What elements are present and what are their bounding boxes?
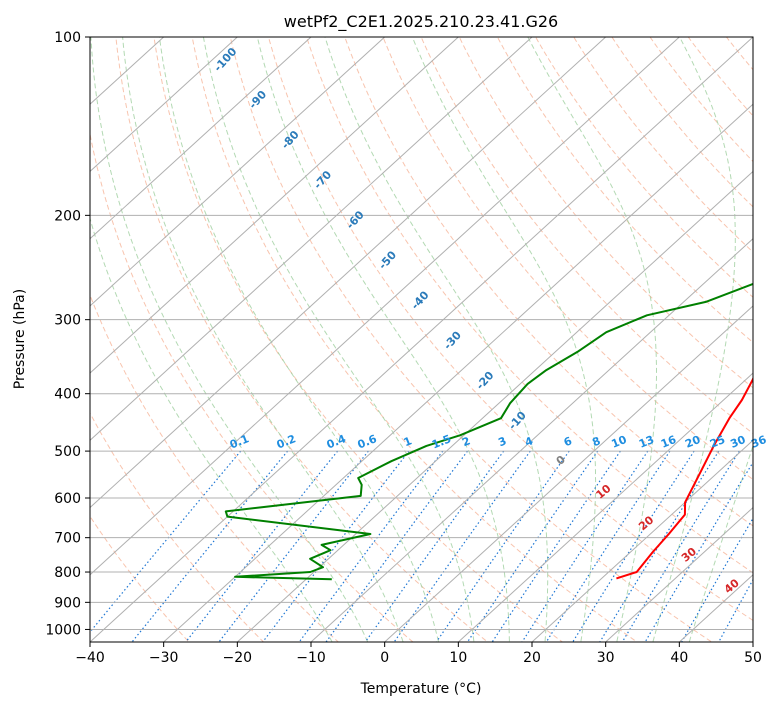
mixing-ratio-line <box>621 450 740 642</box>
isotherm-line <box>383 305 753 642</box>
mixing-ratio-label: 10 <box>610 433 629 451</box>
mixing-ratio-label: 8 <box>590 434 602 449</box>
mixing-ratio-line <box>298 450 444 642</box>
mixing-ratio-label: 2 <box>460 434 472 449</box>
mixing-ratio-line <box>545 450 671 642</box>
moist-adiabat-line <box>158 37 440 642</box>
dry-adiabat-line <box>496 37 753 344</box>
dry-adiabat-line <box>306 37 753 574</box>
isotherm-line <box>90 37 753 642</box>
axis-layer: −40 −30 −20 −10 0 10 20 30 40 50 100 200 300 400 500 60… <box>45 30 762 666</box>
isotherm-line <box>90 37 386 307</box>
plot-frame <box>89 36 754 643</box>
mixing-ratio-line <box>393 450 531 642</box>
mixing-ratio-line <box>325 450 468 642</box>
dry-adiabat-line <box>267 37 753 622</box>
isotherm-line <box>604 506 753 642</box>
dry-adiabat-line <box>90 515 190 642</box>
mixing-ratio-label: 1 <box>402 434 414 449</box>
mixing-ratio-label: 30 <box>728 433 747 451</box>
isotherm-line <box>90 37 681 576</box>
moist-adiabat-line <box>652 37 736 642</box>
mixing-ratio-label: 16 <box>659 433 678 451</box>
moist-adiabat-line <box>688 444 753 642</box>
data-layer <box>224 282 753 581</box>
y-tick-label: 400 <box>54 387 81 403</box>
dry-adiabat-line <box>115 37 489 642</box>
y-tick-label: 600 <box>54 491 81 507</box>
isotherm-line <box>90 37 460 374</box>
mixing-ratio-label: 36 <box>749 433 768 451</box>
dry-adiabat-line <box>458 37 753 389</box>
isotherm-line <box>310 237 753 642</box>
grid-layer <box>90 37 753 642</box>
isotherm-line <box>162 103 753 642</box>
moist-adiabat-line <box>256 37 510 642</box>
y-axis-label: Pressure (hPa) <box>12 289 28 389</box>
x-axis-label: Temperature (°C) <box>360 681 482 697</box>
isotherm-line <box>90 37 239 173</box>
dewpoint-profile-line <box>224 282 753 581</box>
x-tick-label: −30 <box>149 650 179 666</box>
dry-adiabat-line <box>649 37 753 163</box>
dry-adiabat-line <box>344 37 753 527</box>
isotherm-line <box>90 37 533 442</box>
dry-adiabat-line <box>90 412 265 642</box>
dry-adiabat-line <box>191 37 638 642</box>
mixing-ratio-label: 20 <box>683 433 702 451</box>
x-tick-label: 0 <box>380 650 389 666</box>
isotherm-line <box>531 439 753 642</box>
moist-adiabat-line <box>90 37 369 642</box>
y-tick-label: 100 <box>54 30 81 46</box>
chart-title: wetPf2_C2E1.2025.210.23.41.G26 <box>284 12 558 32</box>
moist-adiabat-line <box>122 37 404 642</box>
dry-adiabat-line <box>611 37 753 208</box>
y-tick-label: 200 <box>54 208 81 224</box>
isotherm-line <box>90 37 607 509</box>
mixing-ratio-line <box>491 450 621 642</box>
mixing-ratio-label: 13 <box>637 433 656 451</box>
x-tick-label: −10 <box>296 650 326 666</box>
moist-adiabat-line <box>411 37 597 642</box>
y-tick-label: 700 <box>54 531 81 547</box>
y-tick-label: 300 <box>54 313 81 329</box>
x-tick-label: 40 <box>670 650 688 666</box>
mixing-ratio-label: 25 <box>708 433 727 451</box>
mixing-ratio-line <box>466 450 599 642</box>
temperature-profile-line <box>616 376 753 580</box>
x-tick-label: 30 <box>597 650 615 666</box>
y-tick-label: 900 <box>54 595 81 611</box>
dry-adiabat-line <box>229 37 713 642</box>
isotherm-line <box>90 37 312 240</box>
x-tick-label: 20 <box>523 650 541 666</box>
mixing-ratio-line <box>599 450 720 642</box>
dry-adiabat-line <box>535 37 753 298</box>
dry-adiabat-line <box>382 37 753 481</box>
moist-adiabat-line <box>202 37 475 642</box>
x-tick-label: −20 <box>223 650 253 666</box>
x-tick-label: 50 <box>744 650 762 666</box>
y-tick-label: 800 <box>54 565 81 581</box>
moist-adiabat-line <box>324 37 549 642</box>
mixing-ratio-line <box>364 450 505 642</box>
y-tick-label: 1000 <box>45 622 81 638</box>
moist-adiabat-line <box>527 37 657 642</box>
mixing-ratio-line <box>644 461 753 642</box>
mixing-ratio-line <box>435 450 570 642</box>
mixing-ratio-line <box>90 450 242 633</box>
dry-adiabat-line <box>90 293 340 642</box>
isotherm-line <box>457 372 753 642</box>
y-tick-label: 500 <box>54 444 81 460</box>
isotherm-line <box>236 170 753 642</box>
dry-adiabat-line <box>153 37 564 642</box>
x-tick-label: −40 <box>75 650 105 666</box>
moist-adiabat-line <box>90 216 333 642</box>
x-tick-label: 10 <box>449 650 467 666</box>
dry-adiabat-line <box>420 37 753 435</box>
mixing-ratio-line <box>131 450 289 642</box>
mixing-ratio-line <box>262 450 410 642</box>
mixing-ratio-label: 3 <box>496 434 508 449</box>
